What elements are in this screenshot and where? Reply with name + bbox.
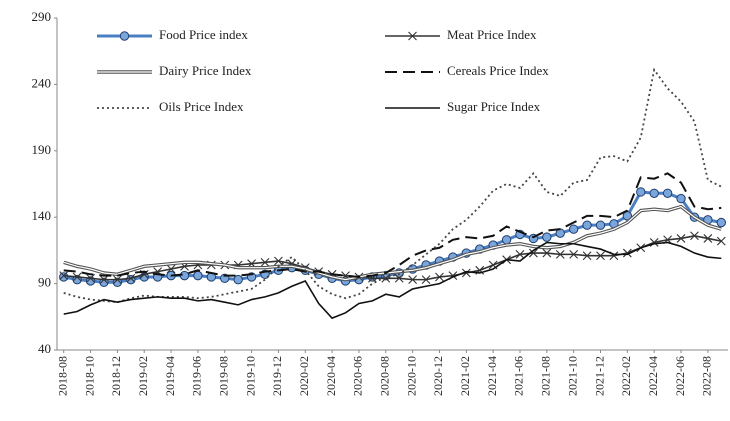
point <box>569 249 579 259</box>
point <box>596 251 605 261</box>
x-tick-label: 2019-12 <box>270 356 284 396</box>
x-tick-label: 2021-02 <box>458 356 472 396</box>
x-tick-label: 2021-10 <box>565 356 579 396</box>
x-tick-label: 2021-08 <box>539 356 553 396</box>
series-line <box>63 67 722 304</box>
point <box>529 248 538 258</box>
point <box>542 232 552 242</box>
x-tick-label: 2018-10 <box>82 356 96 396</box>
legend-label: Cereals Price Index <box>447 63 549 78</box>
x-tick-label: 2019-02 <box>136 356 150 396</box>
point <box>193 270 203 281</box>
x-tick-label: 2021-06 <box>512 356 526 396</box>
x-tick-label: 2021-04 <box>485 356 499 396</box>
point <box>461 268 471 278</box>
point <box>676 193 686 204</box>
y-tick-label: 240 <box>32 75 52 90</box>
point <box>582 251 592 261</box>
point <box>166 264 176 274</box>
x-tick-label: 2019-06 <box>190 356 204 396</box>
point <box>408 275 418 285</box>
legend-label: Food Price index <box>159 27 248 42</box>
point <box>126 273 136 283</box>
point <box>408 31 417 41</box>
legend-label: Dairy Price Index <box>159 63 252 78</box>
y-tick-label: 190 <box>32 142 52 157</box>
point <box>421 275 431 285</box>
point <box>394 273 404 283</box>
point <box>662 188 673 198</box>
point <box>435 272 444 282</box>
point <box>582 220 592 230</box>
point <box>676 234 686 243</box>
legend-label: Meat Price Index <box>447 27 537 42</box>
point <box>274 256 283 266</box>
x-tick-label: 2022-06 <box>673 356 687 396</box>
y-tick-label: 90 <box>38 275 51 290</box>
point <box>703 234 713 243</box>
point <box>515 249 525 259</box>
x-tick-label: 2020-08 <box>378 356 392 396</box>
point <box>501 235 512 245</box>
x-tick-label: 2018-12 <box>109 356 123 396</box>
point <box>636 187 646 197</box>
x-tick-label: 2020-10 <box>404 356 418 396</box>
point <box>568 224 579 234</box>
x-tick-label: 2020-04 <box>324 356 338 396</box>
y-tick-label: 40 <box>38 341 51 356</box>
series-line <box>63 241 722 320</box>
x-tick-label: 2019-04 <box>163 356 177 396</box>
point <box>72 272 82 282</box>
point <box>233 274 243 285</box>
x-tick-label: 2022-08 <box>700 356 714 396</box>
point <box>622 248 632 258</box>
point <box>595 220 606 230</box>
point <box>542 248 552 258</box>
point <box>59 272 69 282</box>
x-tick-label: 2018-08 <box>55 356 69 396</box>
series-line <box>63 172 722 278</box>
point <box>260 257 270 267</box>
point <box>119 31 130 41</box>
point <box>716 217 726 228</box>
point <box>59 271 69 281</box>
point <box>86 273 95 283</box>
x-tick-label: 2022-04 <box>646 356 660 396</box>
point <box>99 275 109 285</box>
x-tick-label: 2019-10 <box>243 356 257 396</box>
legend-label: Oils Price Index <box>159 99 244 114</box>
y-tick-label: 290 <box>32 9 52 24</box>
x-tick-label: 2019-08 <box>217 356 231 396</box>
x-tick-label: 2020-02 <box>297 356 311 396</box>
y-tick-label: 140 <box>32 208 52 223</box>
point <box>716 236 726 246</box>
x-tick-label: 2021-12 <box>592 356 606 396</box>
x-tick-label: 2020-12 <box>431 356 445 396</box>
x-tick-label: 2020-06 <box>351 356 365 396</box>
point <box>690 231 699 241</box>
point <box>179 270 190 281</box>
legend-label: Sugar Price Index <box>447 99 541 114</box>
line-inner <box>63 205 722 281</box>
series-line <box>63 234 722 281</box>
point <box>649 188 659 198</box>
x-tick-label: 2022-02 <box>619 356 633 396</box>
point <box>113 275 122 285</box>
point <box>555 249 565 259</box>
